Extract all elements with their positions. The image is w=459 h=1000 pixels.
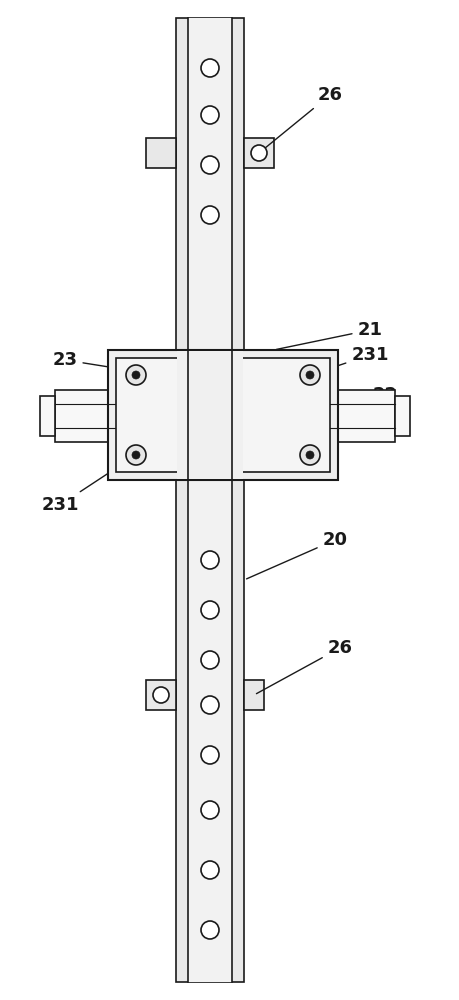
Bar (177, 351, 242, 479)
Circle shape (201, 206, 218, 224)
Text: 21: 21 (276, 321, 382, 349)
Bar (55, 390, 394, 442)
Circle shape (201, 601, 218, 619)
Circle shape (299, 445, 319, 465)
Circle shape (201, 59, 218, 77)
Text: 26: 26 (256, 639, 352, 694)
Bar (243, 138, 274, 168)
Circle shape (305, 371, 313, 379)
Circle shape (201, 921, 218, 939)
Circle shape (201, 696, 218, 714)
Bar (146, 138, 176, 168)
Circle shape (251, 145, 266, 161)
Circle shape (126, 365, 146, 385)
Circle shape (201, 156, 218, 174)
Circle shape (299, 365, 319, 385)
Circle shape (132, 451, 140, 459)
Circle shape (305, 451, 313, 459)
Circle shape (201, 551, 218, 569)
Circle shape (126, 445, 146, 465)
Text: 22: 22 (372, 386, 407, 414)
Bar (394, 396, 409, 436)
Circle shape (201, 801, 218, 819)
Circle shape (132, 371, 140, 379)
Bar (40, 396, 55, 436)
Circle shape (201, 651, 218, 669)
Circle shape (201, 861, 218, 879)
Text: 26: 26 (261, 86, 342, 151)
Text: 23: 23 (52, 351, 125, 370)
Bar (243, 680, 263, 710)
Text: 231: 231 (41, 457, 134, 514)
Text: 231: 231 (312, 346, 388, 374)
Bar (108, 350, 337, 480)
Circle shape (201, 106, 218, 124)
Text: 20: 20 (246, 531, 347, 579)
Bar (176, 18, 243, 982)
Circle shape (153, 687, 168, 703)
Bar (188, 18, 231, 982)
Circle shape (201, 746, 218, 764)
Bar (116, 358, 329, 472)
Bar (146, 680, 176, 710)
